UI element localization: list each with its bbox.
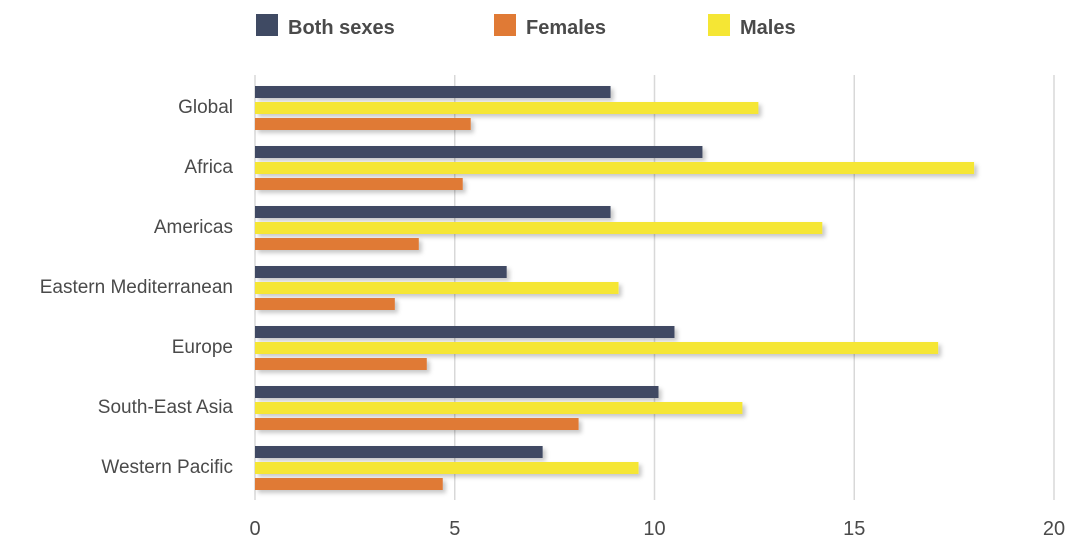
bar-global-males [255,102,759,114]
bar-americas-both-sexes [255,206,611,218]
x-tick-label-20: 20 [1043,518,1065,540]
x-tick-label-10: 10 [643,518,665,540]
category-label-western-pacific: Western Pacific [101,457,233,478]
bar-eastern-mediterranean-females [255,298,395,310]
category-label-africa: Africa [184,157,233,178]
bar-europe-both-sexes [255,326,675,338]
bar-global-females [255,118,471,130]
x-tick-label-15: 15 [843,518,865,540]
bar-europe-males [255,342,939,354]
bar-global-both-sexes [255,86,611,98]
bar-africa-females [255,178,463,190]
category-label-americas: Americas [154,217,233,238]
legend-label-both-sexes: Both sexes [288,17,395,39]
bar-western-pacific-females [255,478,443,490]
legend-swatch-both-sexes [256,14,278,36]
x-tick-label-0: 0 [249,518,260,540]
bar-africa-both-sexes [255,146,703,158]
bar-south-east-asia-females [255,418,579,430]
bar-americas-males [255,222,823,234]
category-label-south-east-asia: South-East Asia [98,397,234,418]
legend-label-females: Females [526,17,606,39]
bar-eastern-mediterranean-both-sexes [255,266,507,278]
category-label-eastern-mediterranean: Eastern Mediterranean [40,277,233,298]
legend-swatch-males [708,14,730,36]
bar-africa-males [255,162,975,174]
bar-americas-females [255,238,419,250]
legend-label-males: Males [740,17,796,39]
x-tick-label-5: 5 [449,518,460,540]
bar-europe-females [255,358,427,370]
category-label-global: Global [178,97,233,118]
bar-western-pacific-males [255,462,639,474]
category-label-europe: Europe [172,337,233,358]
bar-south-east-asia-both-sexes [255,386,659,398]
bar-south-east-asia-males [255,402,743,414]
bar-western-pacific-both-sexes [255,446,543,458]
legend-swatch-females [494,14,516,36]
bar-eastern-mediterranean-males [255,282,619,294]
